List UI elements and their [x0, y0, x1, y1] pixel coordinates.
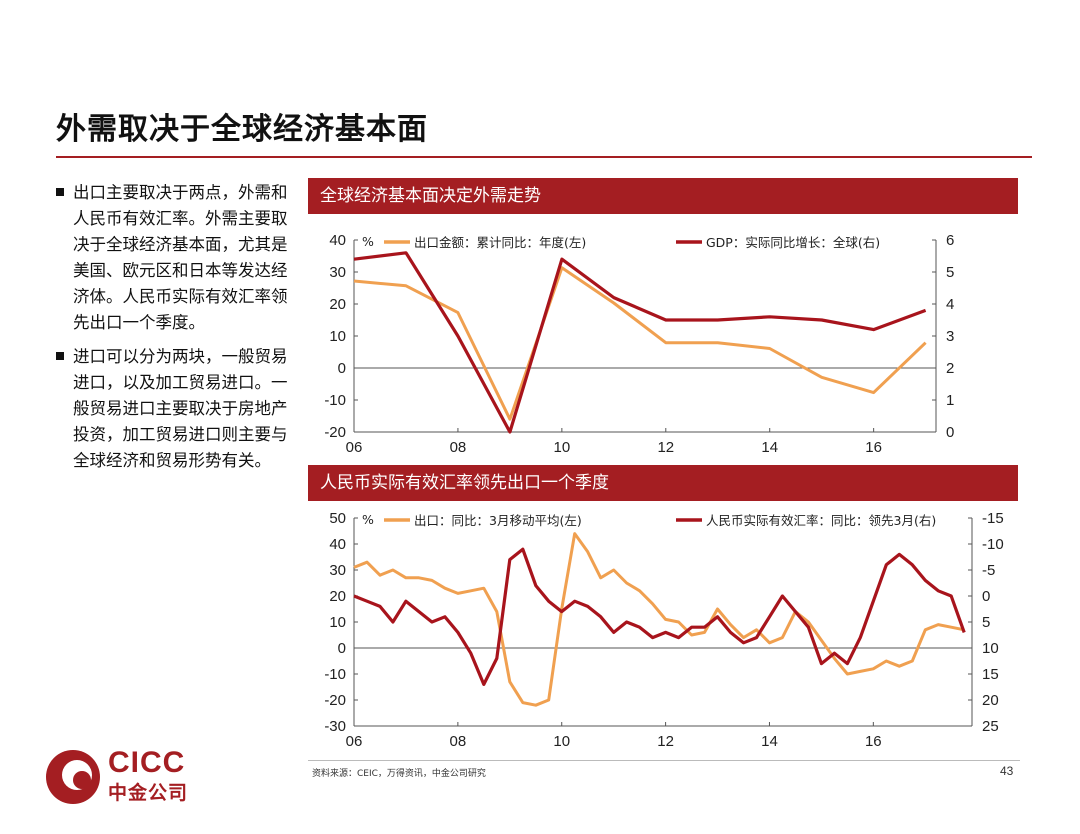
x-tick-label: 12	[657, 733, 674, 750]
series-line-1	[353, 532, 965, 707]
chart2-rmb-reer: 50 40 30 20 10 0 -10 -20 -30 -15 -10 -5 0 5 10 15 20 25 06…	[324, 510, 1004, 750]
right-tick-label: -5	[982, 562, 995, 579]
right-tick-label: -10	[982, 536, 1004, 553]
logo-text-en: CICC	[108, 746, 186, 779]
x-tick-label: 16	[865, 733, 882, 750]
x-tick-label: 14	[761, 733, 778, 750]
x-tick-label: 14	[761, 439, 778, 456]
bullet-list: 出口主要取决于两点，外需和人民币有效汇率。外需主要取决于全球经济基本面，尤其是美…	[56, 180, 296, 482]
series-line-1	[353, 266, 927, 421]
left-tick-label: 0	[338, 640, 346, 657]
x-tick-label: 16	[865, 439, 882, 456]
x-tick-label: 08	[450, 733, 467, 750]
series-line-2	[353, 547, 966, 686]
left-tick-label: 40	[329, 232, 346, 249]
left-tick-label: 30	[329, 562, 346, 579]
right-tick-label: 0	[982, 588, 990, 605]
right-tick-label: 3	[946, 328, 954, 345]
left-tick-label: -20	[324, 424, 346, 441]
right-tick-label: 15	[982, 666, 999, 683]
cicc-logo: CICC 中金公司	[44, 746, 214, 808]
unit-label: %	[362, 512, 374, 527]
legend-label-1: 出口：同比：3月移动平均(左)	[414, 513, 582, 528]
unit-label: %	[362, 234, 374, 249]
left-tick-label: 0	[338, 360, 346, 377]
right-tick-label: 5	[946, 264, 954, 281]
left-tick-label: 10	[329, 328, 346, 345]
legend-label-1: 出口金额：累计同比：年度(左)	[414, 235, 586, 250]
right-tick-label: 20	[982, 692, 999, 709]
left-tick-label: 50	[329, 510, 346, 527]
x-tick-label: 10	[554, 439, 571, 456]
x-tick-label: 06	[346, 439, 363, 456]
x-tick-label: 06	[346, 733, 363, 750]
chart1-title-bar: 全球经济基本面决定外需走势	[308, 178, 1018, 214]
bullet-text: 进口可以分为两块，一般贸易进口，以及加工贸易进口。一般贸易进口主要取决于房地产投…	[73, 347, 288, 470]
right-tick-label: 4	[946, 296, 954, 313]
bullet-square-icon	[56, 352, 64, 360]
legend-label-2: GDP：实际同比增长：全球(右)	[706, 235, 880, 250]
x-tick-label: 12	[657, 439, 674, 456]
right-tick-label: 6	[946, 232, 954, 249]
left-tick-label: -20	[324, 692, 346, 709]
bullet-square-icon	[56, 188, 64, 196]
left-tick-label: 20	[329, 296, 346, 313]
footer-rule	[308, 760, 1020, 761]
bullet-item: 出口主要取决于两点，外需和人民币有效汇率。外需主要取决于全球经济基本面，尤其是美…	[56, 180, 296, 336]
logo-text-cn: 中金公司	[108, 782, 189, 804]
left-tick-label: 40	[329, 536, 346, 553]
x-tick-label: 08	[450, 439, 467, 456]
bullet-item: 进口可以分为两块，一般贸易进口，以及加工贸易进口。一般贸易进口主要取决于房地产投…	[56, 344, 296, 474]
series-line-2	[353, 251, 927, 434]
left-tick-label: 30	[329, 264, 346, 281]
right-tick-label: 10	[982, 640, 999, 657]
chart2-title-bar: 人民币实际有效汇率领先出口一个季度	[308, 465, 1018, 501]
bullet-text: 出口主要取决于两点，外需和人民币有效汇率。外需主要取决于全球经济基本面，尤其是美…	[73, 183, 288, 332]
right-tick-label: 1	[946, 392, 954, 409]
page-number: 43	[1000, 764, 1014, 778]
page-title: 外需取决于全球经济基本面	[56, 112, 428, 147]
legend-label-2: 人民币实际有效汇率：同比：领先3月(右)	[706, 513, 936, 528]
left-tick-label: 10	[329, 614, 346, 631]
source-note: 资料来源：CEIC，万得资讯，中金公司研究	[312, 769, 486, 779]
right-tick-label: 5	[982, 614, 990, 631]
cicc-emblem-icon	[46, 750, 100, 804]
left-tick-label: -10	[324, 666, 346, 683]
title-rule	[56, 156, 1032, 158]
right-tick-label: 2	[946, 360, 954, 377]
right-tick-label: -15	[982, 510, 1004, 527]
left-tick-label: -10	[324, 392, 346, 409]
x-tick-label: 10	[553, 733, 570, 750]
left-tick-label: 20	[329, 588, 346, 605]
left-tick-label: -30	[324, 718, 346, 735]
right-tick-label: 25	[982, 718, 999, 735]
right-tick-label: 0	[946, 424, 954, 441]
